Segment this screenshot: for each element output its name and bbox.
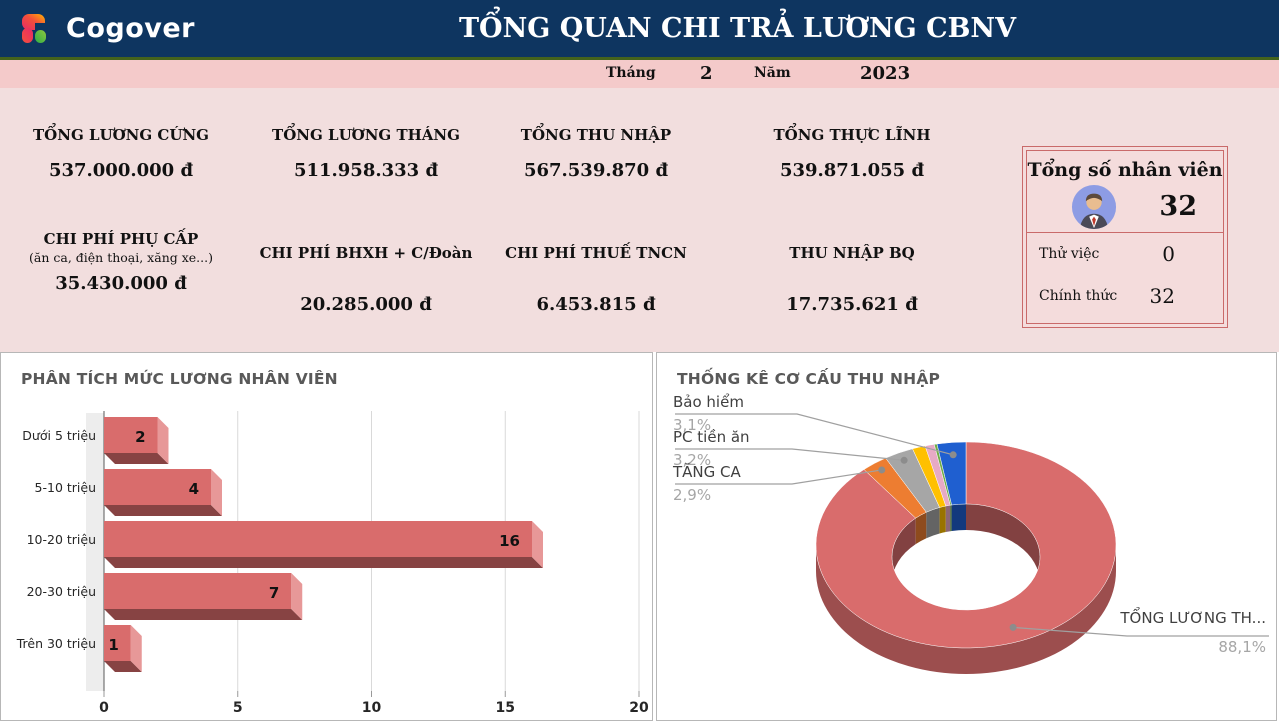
month-label: Tháng (606, 65, 656, 81)
svg-text:15: 15 (496, 700, 515, 716)
kpi-value: 537.000.000 đ (48, 160, 194, 181)
svg-text:7: 7 (269, 584, 279, 602)
kpi-sublabel: (ăn ca, điện thoại, xăng xe...) (29, 250, 213, 265)
pie-label-pc-tien-an: PC tiền ăn (673, 428, 750, 446)
svg-text:20-30 triệu: 20-30 triệu (27, 584, 96, 599)
employee-panel-title: Tổng số nhân viên (1027, 159, 1223, 181)
cogover-logo-icon (22, 13, 47, 43)
kpi-value: 20.285.000 đ (300, 294, 432, 315)
svg-text:10: 10 (362, 700, 382, 716)
kpi-value: 511.958.333 đ (293, 160, 439, 181)
salary-distribution-chart-panel: PHÂN TÍCH MỨC LƯƠNG NHÂN VIÊN 0 5 10 15 20 2 D… (0, 352, 653, 721)
svg-text:2: 2 (135, 428, 145, 446)
kpi-tong-luong-thang: TỔNG LƯƠNG THÁNG 511.958.333 đ (242, 88, 490, 220)
employee-count-panel: Tổng số nhân viên 32 Th (1022, 146, 1228, 328)
person-avatar-icon (1071, 184, 1117, 229)
period-bar: Tháng 2 Năm 2023 (0, 60, 1279, 88)
svg-text:10-20 triệu: 10-20 triệu (27, 532, 96, 547)
svg-text:1: 1 (108, 636, 118, 654)
employee-row-chinh-thuc: Chính thức 32 (1039, 284, 1175, 308)
month-value[interactable]: 2 (700, 63, 713, 84)
pie-label-tang-ca: TĂNG CA (673, 463, 741, 481)
svg-text:4: 4 (189, 480, 199, 498)
pie-pct-tang-ca: 2,9% (673, 486, 712, 504)
year-label: Năm (754, 65, 791, 81)
kpi-value: 539.871.055 đ (779, 160, 925, 181)
kpi-chi-phi-phu-cap: CHI PHÍ PHỤ CẤP (ăn ca, điện thoại, xăng… (0, 220, 242, 350)
salary-bar-chart[interactable]: 0 5 10 15 20 2 Dưới 5 triệu 4 5-10 triệu 16 10-20 … (1, 353, 652, 720)
pie-chart-title: THỐNG KÊ CƠ CẤU THU NHẬP (677, 370, 941, 388)
pie-pct-pc-tien-an: 3,2% (673, 451, 712, 469)
svg-text:Dưới 5 triệu: Dưới 5 triệu (22, 428, 96, 443)
pie-label-tong-luong: TỔNG LƯƠNG TH... (1120, 609, 1266, 627)
brand-name: Cogover (66, 13, 195, 44)
charts-row: PHÂN TÍCH MỨC LƯƠNG NHÂN VIÊN 0 5 10 15 20 2 D… (0, 352, 1279, 721)
chinh-thuc-value: 32 (1149, 284, 1175, 308)
svg-text:20: 20 (629, 700, 649, 716)
svg-text:5: 5 (233, 700, 243, 716)
brand: Cogover (16, 9, 226, 49)
bar-chart-title: PHÂN TÍCH MỨC LƯƠNG NHÂN VIÊN (21, 370, 338, 388)
svg-text:0: 0 (99, 700, 109, 716)
kpi-area: TỔNG LƯƠNG CỨNG 537.000.000 đ TỔNG LƯƠNG… (0, 88, 1279, 352)
pie-label-bao-hiem: Bảo hiểm (673, 393, 744, 411)
pie-pct-tong-luong: 88,1% (1218, 638, 1266, 656)
svg-text:16: 16 (499, 532, 520, 550)
employee-total-value: 32 (1159, 191, 1197, 222)
kpi-tong-thuc-linh: TỔNG THỰC LĨNH 539.871.055 đ (702, 88, 1002, 220)
year-value[interactable]: 2023 (860, 63, 911, 84)
kpi-value: 6.453.815 đ (536, 294, 656, 315)
kpi-value: 17.735.621 đ (786, 294, 918, 315)
kpi-tong-thu-nhap: TỔNG THU NHẬP 567.539.870 đ (490, 88, 702, 220)
page-title: TỔNG QUAN CHI TRẢ LƯƠNG CBNV (458, 13, 1017, 44)
kpi-thu-nhap-bq: THU NHẬP BQ 17.735.621 đ (702, 220, 1002, 350)
kpi-value: 35.430.000 đ (55, 273, 187, 294)
kpi-tong-luong-cung: TỔNG LƯƠNG CỨNG 537.000.000 đ (0, 88, 242, 220)
thu-viec-value: 0 (1162, 242, 1175, 266)
income-donut-chart[interactable] (657, 353, 1276, 720)
income-structure-chart-panel: THỐNG KÊ CƠ CẤU THU NHẬP Bảo hiểm 3,1% P… (656, 352, 1277, 721)
kpi-value: 567.539.870 đ (523, 160, 669, 181)
pie-pct-bao-hiem: 3,1% (673, 416, 712, 434)
kpi-chi-phi-thue-tncn: CHI PHÍ THUẾ TNCN 6.453.815 đ (490, 220, 702, 350)
kpi-chi-phi-bhxh: CHI PHÍ BHXH + C/Đoàn 20.285.000 đ (242, 220, 490, 350)
svg-text:Trên 30 triệu: Trên 30 triệu (16, 636, 96, 651)
app-header: Cogover TỔNG QUAN CHI TRẢ LƯƠNG CBNV (0, 0, 1279, 60)
employee-row-thu-viec: Thử việc 0 (1039, 242, 1175, 266)
svg-text:5-10 triệu: 5-10 triệu (35, 480, 96, 495)
